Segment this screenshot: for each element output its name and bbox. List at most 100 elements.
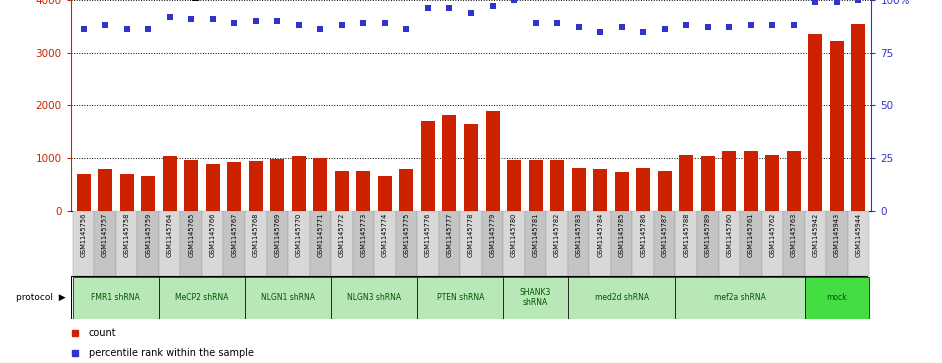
Text: GSM1145775: GSM1145775 xyxy=(403,212,410,257)
Bar xyxy=(141,176,155,211)
Point xyxy=(549,20,564,26)
Bar xyxy=(590,211,611,276)
Bar xyxy=(507,160,521,211)
Bar xyxy=(378,176,392,211)
Text: MeCP2 shRNA: MeCP2 shRNA xyxy=(175,293,229,302)
Bar xyxy=(245,211,267,276)
Bar xyxy=(830,41,844,211)
Bar xyxy=(679,155,693,211)
Bar xyxy=(765,155,779,211)
Bar xyxy=(804,277,869,319)
Point xyxy=(269,18,284,24)
Bar xyxy=(826,211,848,276)
Text: GSM1145772: GSM1145772 xyxy=(339,212,345,257)
Text: GSM1145768: GSM1145768 xyxy=(252,212,259,257)
Point xyxy=(614,24,629,30)
Bar xyxy=(675,277,804,319)
Text: GSM1145943: GSM1145943 xyxy=(834,212,840,257)
Bar xyxy=(352,211,374,276)
Point xyxy=(593,29,608,34)
Point xyxy=(398,26,414,32)
Text: GSM1145761: GSM1145761 xyxy=(748,212,754,257)
Point xyxy=(140,26,155,32)
Bar xyxy=(249,161,263,211)
Bar xyxy=(675,211,697,276)
Text: GSM1145777: GSM1145777 xyxy=(447,212,452,257)
Bar xyxy=(787,151,801,211)
Point xyxy=(851,0,866,3)
Bar xyxy=(399,169,414,211)
Text: med2d shRNA: med2d shRNA xyxy=(594,293,649,302)
Point xyxy=(313,26,328,32)
Bar xyxy=(331,277,417,319)
Bar xyxy=(503,277,568,319)
Bar xyxy=(120,174,134,211)
Text: GSM1145779: GSM1145779 xyxy=(490,212,495,257)
Text: GSM1145757: GSM1145757 xyxy=(102,212,108,257)
Bar xyxy=(804,211,826,276)
Text: NLGN1 shRNA: NLGN1 shRNA xyxy=(261,293,315,302)
Text: GSM1145788: GSM1145788 xyxy=(683,212,690,257)
Text: GSM1145774: GSM1145774 xyxy=(382,212,388,257)
Text: PTEN shRNA: PTEN shRNA xyxy=(436,293,484,302)
Text: GSM1145785: GSM1145785 xyxy=(619,212,625,257)
Text: GSM1145784: GSM1145784 xyxy=(597,212,603,257)
Bar xyxy=(808,34,822,211)
Bar xyxy=(636,168,650,211)
Point xyxy=(119,26,134,32)
Text: SHANK3
shRNA: SHANK3 shRNA xyxy=(520,288,551,307)
Point xyxy=(76,26,91,32)
Point xyxy=(420,5,435,11)
Bar xyxy=(223,211,245,276)
Bar xyxy=(744,151,757,211)
Bar xyxy=(185,160,198,211)
Text: GSM1145942: GSM1145942 xyxy=(812,212,819,257)
Bar xyxy=(396,211,417,276)
Text: GSM1145763: GSM1145763 xyxy=(791,212,797,257)
Bar xyxy=(267,211,288,276)
Bar xyxy=(98,170,112,211)
Bar xyxy=(503,211,525,276)
Bar xyxy=(310,211,331,276)
Point xyxy=(722,24,737,30)
Point xyxy=(743,23,758,28)
Bar xyxy=(697,211,719,276)
Bar xyxy=(593,170,608,211)
Bar xyxy=(783,211,804,276)
Bar xyxy=(314,158,327,211)
Bar xyxy=(439,211,461,276)
Bar xyxy=(227,162,241,211)
Bar xyxy=(181,211,202,276)
Bar xyxy=(464,124,478,211)
Bar xyxy=(546,211,568,276)
Bar xyxy=(76,174,90,211)
Bar xyxy=(334,171,349,211)
Bar xyxy=(568,277,675,319)
Bar xyxy=(288,211,310,276)
Text: GSM1145944: GSM1145944 xyxy=(855,212,861,257)
Bar xyxy=(723,151,737,211)
Bar xyxy=(719,211,740,276)
Point xyxy=(808,0,823,5)
Text: GSM1145770: GSM1145770 xyxy=(296,212,301,257)
Text: GSM1145786: GSM1145786 xyxy=(641,212,646,257)
Point xyxy=(485,3,500,9)
Bar xyxy=(654,211,675,276)
Bar xyxy=(205,164,219,211)
Text: GSM1145767: GSM1145767 xyxy=(231,212,237,257)
Bar xyxy=(848,211,869,276)
Point xyxy=(356,20,371,26)
Point xyxy=(463,10,479,16)
Bar xyxy=(245,277,331,319)
Bar xyxy=(116,211,138,276)
Bar xyxy=(461,211,481,276)
Point xyxy=(787,23,802,28)
Point xyxy=(829,0,844,5)
Point xyxy=(205,16,220,22)
Bar xyxy=(528,160,543,211)
Text: GSM1145756: GSM1145756 xyxy=(81,212,87,257)
Bar xyxy=(417,211,439,276)
Bar xyxy=(417,277,503,319)
Bar xyxy=(73,277,159,319)
Point xyxy=(528,20,544,26)
